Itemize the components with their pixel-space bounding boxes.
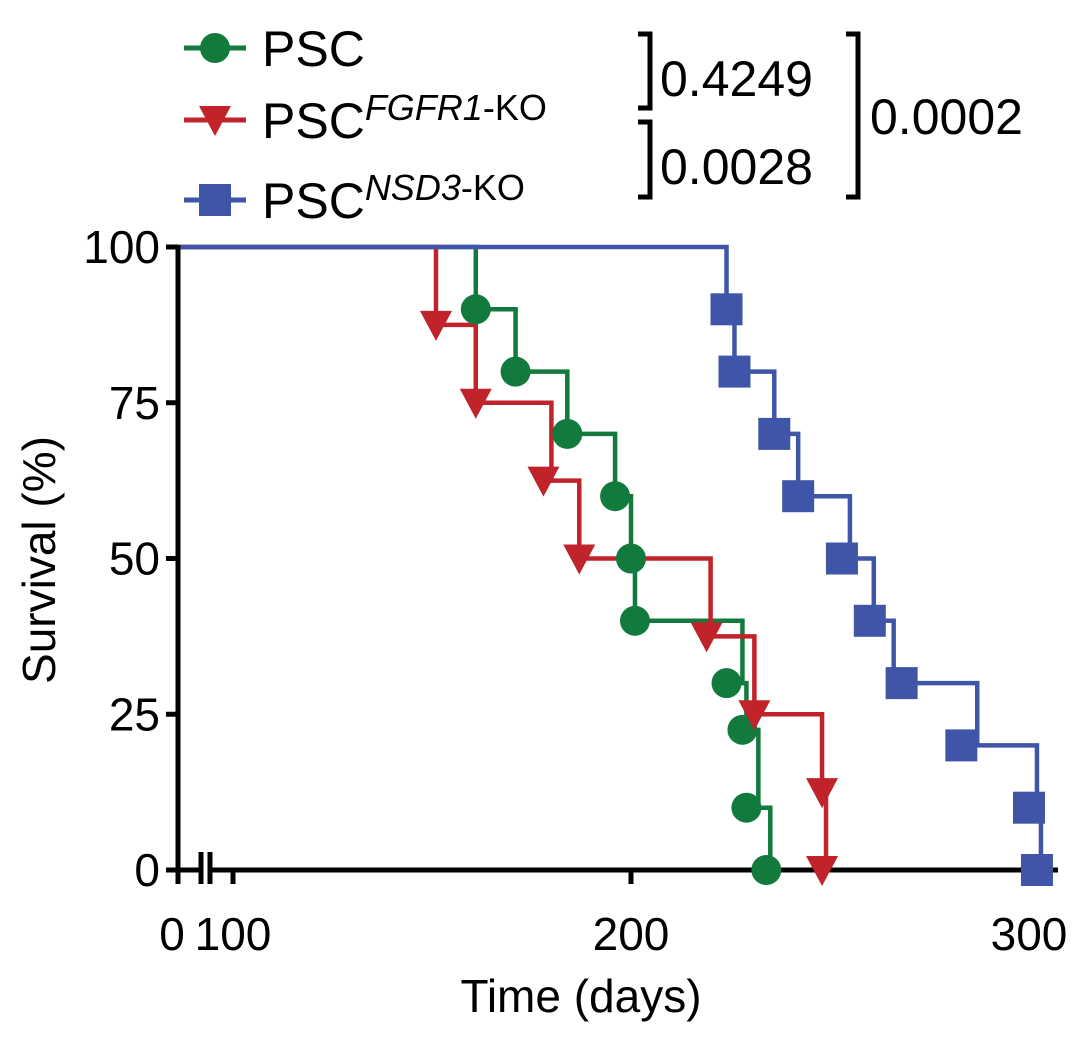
data-point-circle <box>727 714 758 745</box>
bracket-psc-vs-nsd3 <box>846 31 861 200</box>
data-point-square <box>885 667 918 700</box>
data-point-square <box>758 417 791 450</box>
data-point-triangle-down <box>563 544 596 575</box>
x-tick-label: 200 <box>593 908 670 960</box>
data-point-square <box>853 604 886 637</box>
data-point-triangle-down <box>527 466 560 497</box>
data-point-circle <box>711 668 742 699</box>
data-point-square <box>718 355 751 388</box>
data-point-circle <box>731 792 762 823</box>
legend-label-gene: NSD3 <box>365 167 461 208</box>
data-point-square <box>782 480 815 513</box>
legend-label: PSC <box>262 21 365 77</box>
bracket-fgfr1-vs-nsd3 <box>638 119 653 200</box>
legend-label-gene: FGFR1 <box>365 87 483 128</box>
axis-break-gap <box>203 866 208 874</box>
legend-item: PSCNSD3-KO <box>184 167 525 229</box>
data-point-square <box>710 293 743 326</box>
data-point-square <box>1020 854 1053 886</box>
data-point-circle <box>552 418 583 449</box>
x-tick-label: 300 <box>991 908 1068 960</box>
data-point-circle <box>460 294 491 325</box>
legend-label-main: PSC <box>262 173 365 229</box>
data-point-circle <box>619 605 650 636</box>
data-point-triangle-down <box>459 388 492 419</box>
data-point-square <box>1013 791 1045 824</box>
x-axis-label: Time (days) <box>460 970 701 1022</box>
data-point-square <box>825 542 858 575</box>
p-value-label: 0.0028 <box>660 139 813 195</box>
data-point-circle <box>616 543 646 574</box>
p-value-label: 0.4249 <box>660 51 813 107</box>
survival-curves <box>178 244 1044 870</box>
legend-marker-square <box>199 184 231 216</box>
curve-psc-fgfr1-ko <box>178 244 829 870</box>
legend-label: PSCFGFR1-KO <box>262 87 547 149</box>
x-tick-label: 100 <box>195 908 272 960</box>
y-tick-label: 50 <box>109 533 160 585</box>
data-point-triangle-down <box>419 310 452 341</box>
y-tick-label: 0 <box>134 844 160 896</box>
legend-item: PSC <box>184 21 365 77</box>
y-tick-label: 25 <box>109 688 160 740</box>
legend-marker-triangle-down <box>199 106 231 136</box>
data-point-triangle-down <box>806 856 839 886</box>
legend-item: PSCFGFR1-KO <box>184 87 547 149</box>
legend-label-suffix: -KO <box>483 87 547 128</box>
y-tick-label: 75 <box>109 377 160 429</box>
data-point-circle <box>500 356 531 387</box>
legend-marker-circle <box>200 33 230 63</box>
p-value-label: 0.0002 <box>870 89 1023 145</box>
data-point-square <box>945 729 978 762</box>
data-point-circle <box>751 855 782 885</box>
data-point-triangle-down <box>690 622 723 653</box>
bracket-psc-vs-fgfr1 <box>638 31 653 111</box>
data-point-circle <box>600 481 631 512</box>
p-value-annotations: 0.4249 0.0028 0.0002 <box>638 31 1023 200</box>
data-point-triangle-down <box>738 700 771 731</box>
censor-markers <box>419 293 1053 886</box>
y-tick-label: 100 <box>83 221 160 273</box>
legend-label-suffix: -KO <box>461 167 525 208</box>
x-tick-label: 0 <box>159 908 185 960</box>
legend-label-main: PSC <box>262 21 365 77</box>
data-point-triangle-down <box>806 778 839 809</box>
legend-label: PSCNSD3-KO <box>262 167 525 229</box>
y-axis-label: Survival (%) <box>13 436 65 684</box>
legend-label-main: PSC <box>262 93 365 149</box>
